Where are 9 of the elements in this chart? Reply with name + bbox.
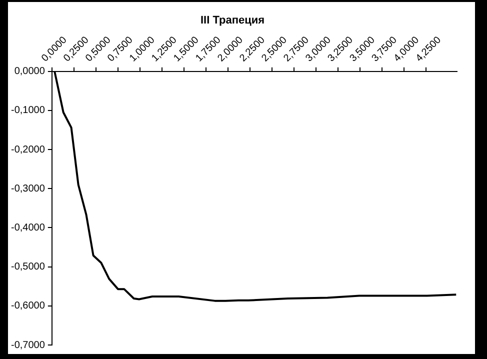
y-tick-label: -0,4000 [10,222,46,234]
y-tick-label: -0,3000 [10,183,46,194]
y-tick-label: -0,5000 [10,262,46,273]
y-tick-label: -0,6000 [10,300,46,312]
y-tick-label: -0,1000 [10,105,46,116]
y-tick-label: 0,0000 [14,66,46,78]
chart-title: III Трапеция [200,14,265,27]
y-tick-label: -0,7000 [10,340,46,351]
y-tick-label: -0,2000 [10,144,46,156]
